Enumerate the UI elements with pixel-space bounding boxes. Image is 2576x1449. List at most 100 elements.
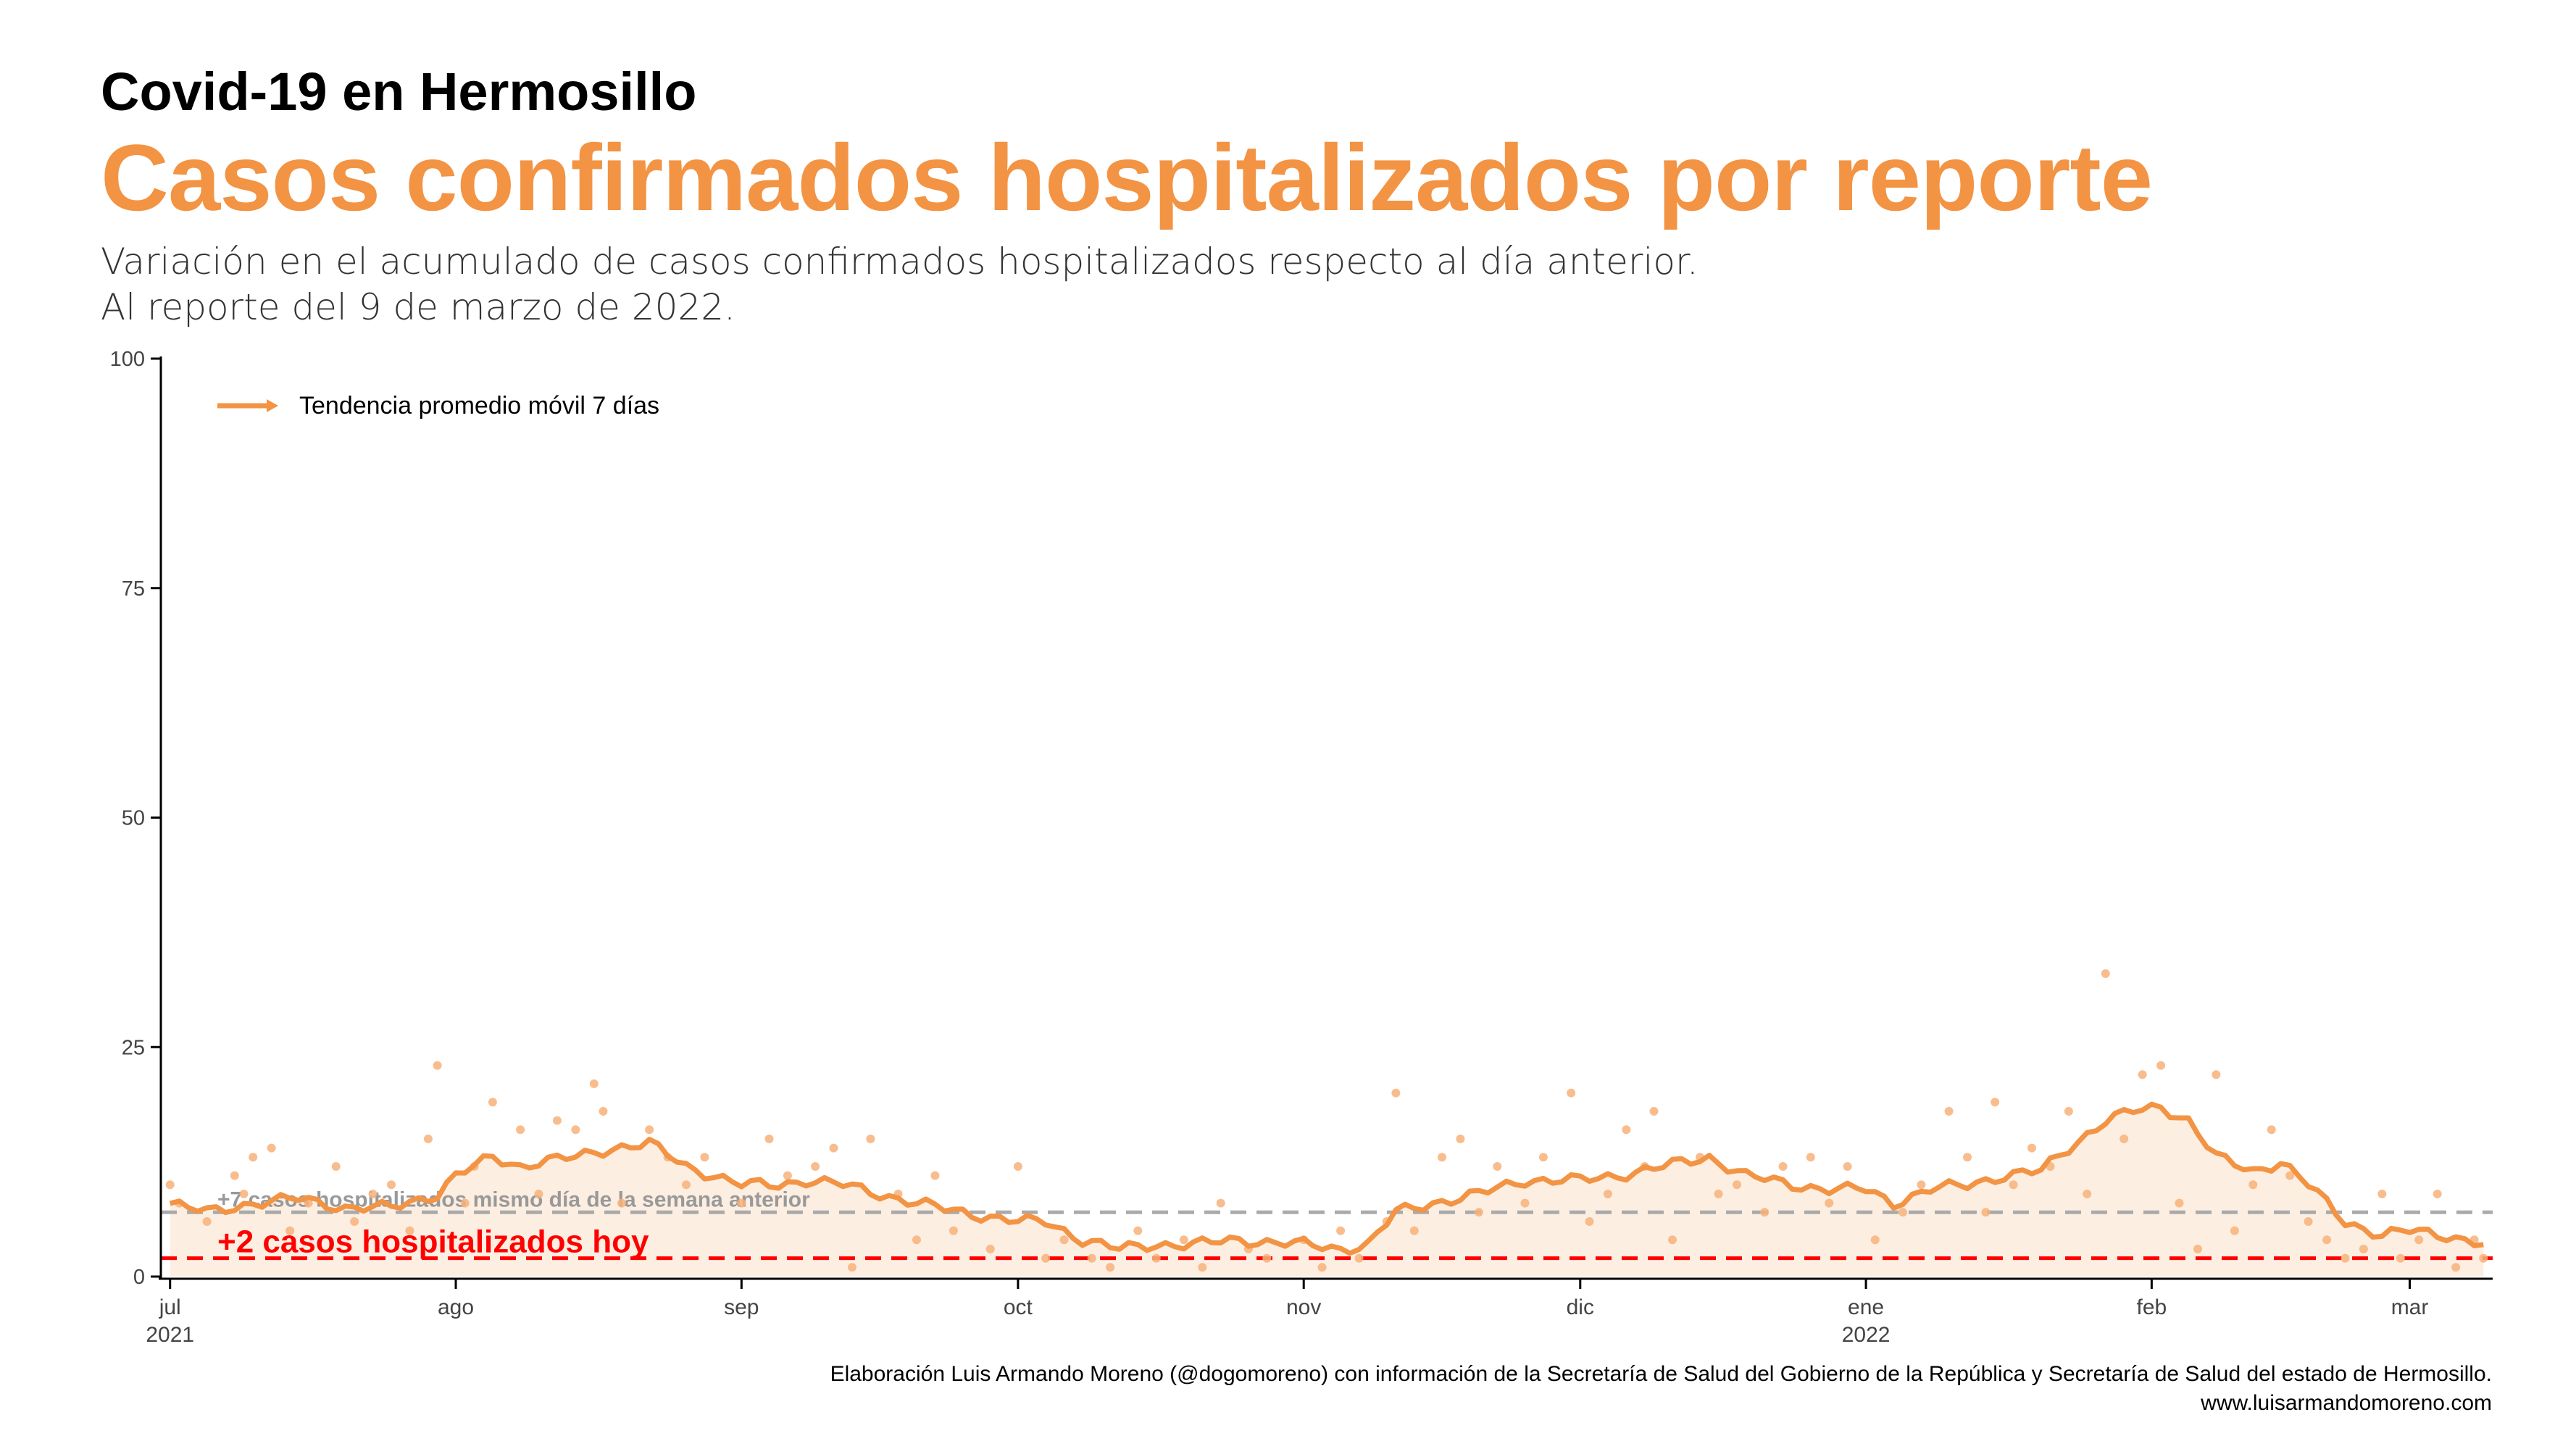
trend-line-group bbox=[169, 1101, 2484, 1256]
x-tick-label: ago bbox=[438, 1295, 474, 1319]
daily-point bbox=[866, 1135, 875, 1143]
x-tick-label: dic bbox=[1567, 1295, 1594, 1319]
trend-area bbox=[170, 1104, 2484, 1277]
daily-point bbox=[2009, 1180, 2018, 1190]
daily-point bbox=[1106, 1263, 1115, 1272]
daily-point bbox=[599, 1106, 608, 1116]
daily-point bbox=[1843, 1162, 1852, 1171]
daily-point bbox=[985, 1245, 995, 1253]
daily-point bbox=[516, 1125, 525, 1135]
daily-point bbox=[1603, 1190, 1612, 1198]
trend-line bbox=[169, 1101, 2484, 1256]
daily-point bbox=[423, 1135, 433, 1143]
daily-point bbox=[488, 1098, 497, 1107]
daily-point bbox=[848, 1263, 856, 1272]
daily-point bbox=[1409, 1226, 1419, 1235]
daily-point bbox=[552, 1116, 562, 1125]
daily-point bbox=[2396, 1253, 2405, 1263]
daily-point bbox=[1898, 1208, 1907, 1217]
daily-point bbox=[682, 1180, 691, 1190]
daily-point bbox=[1059, 1235, 1069, 1245]
daily-point bbox=[387, 1180, 396, 1190]
daily-point bbox=[2285, 1171, 2295, 1180]
daily-point bbox=[2451, 1263, 2461, 1272]
daily-point bbox=[405, 1226, 414, 1235]
chart-title: Casos confirmados hospitalizados por rep… bbox=[101, 125, 2153, 230]
daily-point bbox=[1668, 1235, 1677, 1245]
daily-point bbox=[571, 1125, 580, 1135]
daily-point bbox=[2119, 1135, 2129, 1143]
daily-point bbox=[930, 1171, 940, 1180]
axes-group: 0 25 50 75 100 jul 2021 ago sep oct nov dic ene 2022 f… bbox=[110, 348, 2493, 1347]
daily-point bbox=[460, 1198, 470, 1208]
trend-area-group bbox=[170, 1104, 2484, 1277]
daily-point bbox=[2248, 1180, 2258, 1190]
daily-point bbox=[2479, 1253, 2488, 1263]
daily-point bbox=[2064, 1106, 2073, 1116]
legend: Tendencia promedio móvil 7 días bbox=[217, 392, 659, 419]
daily-point bbox=[285, 1226, 295, 1235]
y-tick-label: 25 bbox=[122, 1036, 145, 1059]
chart-kicker: Covid-19 en Hermosillo bbox=[101, 62, 697, 122]
daily-point bbox=[1585, 1217, 1594, 1226]
y-tick-label: 0 bbox=[133, 1266, 145, 1289]
daily-point bbox=[1944, 1106, 1954, 1116]
daily-point bbox=[2193, 1245, 2202, 1253]
daily-point bbox=[645, 1125, 654, 1135]
daily-point bbox=[2414, 1235, 2424, 1245]
daily-point bbox=[829, 1143, 838, 1153]
daily-point bbox=[1760, 1208, 1770, 1217]
daily-point bbox=[1041, 1253, 1051, 1263]
daily-point bbox=[1474, 1208, 1483, 1217]
daily-point bbox=[1262, 1253, 1272, 1263]
daily-point bbox=[1963, 1153, 1972, 1162]
daily-point bbox=[1438, 1153, 1446, 1162]
daily-point bbox=[589, 1079, 599, 1088]
daily-point bbox=[1806, 1153, 1815, 1162]
y-tick-label: 75 bbox=[122, 577, 145, 601]
daily-point bbox=[1151, 1253, 1161, 1263]
daily-point bbox=[1917, 1180, 1926, 1190]
daily-point bbox=[1622, 1125, 1631, 1135]
daily-point bbox=[1087, 1253, 1096, 1263]
daily-point bbox=[304, 1198, 313, 1208]
daily-point bbox=[2322, 1235, 2332, 1245]
daily-point bbox=[1336, 1226, 1346, 1235]
daily-point bbox=[1567, 1088, 1576, 1098]
daily-point bbox=[2083, 1190, 2092, 1198]
website-caption: www.luisarmandomoreno.com bbox=[2201, 1391, 2492, 1415]
daily-point bbox=[1391, 1088, 1401, 1098]
daily-point bbox=[2304, 1217, 2313, 1226]
daily-point bbox=[1714, 1190, 1723, 1198]
daily-point bbox=[700, 1153, 709, 1162]
daily-point bbox=[433, 1061, 442, 1070]
y-tick-label: 50 bbox=[122, 807, 145, 830]
daily-point bbox=[2341, 1253, 2350, 1263]
daily-point bbox=[2101, 969, 2110, 978]
daily-point bbox=[267, 1143, 276, 1153]
daily-point bbox=[1733, 1180, 1741, 1190]
daily-point bbox=[1133, 1226, 1143, 1235]
daily-point bbox=[1456, 1135, 1465, 1143]
daily-point bbox=[2175, 1198, 2184, 1208]
x-tick-label: oct bbox=[1004, 1295, 1033, 1319]
daily-point bbox=[1981, 1208, 1991, 1217]
x-tick-label: nov bbox=[1286, 1295, 1321, 1319]
daily-point bbox=[331, 1162, 341, 1171]
daily-point bbox=[949, 1226, 958, 1235]
daily-point bbox=[2027, 1143, 2036, 1153]
daily-point bbox=[165, 1180, 175, 1190]
x-tick-label: feb bbox=[2137, 1295, 2167, 1319]
daily-point bbox=[617, 1198, 626, 1208]
daily-point bbox=[783, 1171, 792, 1180]
daily-point bbox=[1198, 1263, 1207, 1272]
legend-label: Tendencia promedio móvil 7 días bbox=[299, 392, 659, 419]
x-tick-year-label: 2022 bbox=[1842, 1323, 1891, 1347]
daily-point bbox=[1013, 1162, 1022, 1171]
daily-point bbox=[811, 1162, 820, 1171]
daily-point bbox=[2267, 1125, 2276, 1135]
x-tick-label: sep bbox=[724, 1295, 759, 1319]
daily-point bbox=[2359, 1245, 2368, 1253]
daily-point bbox=[1649, 1106, 1659, 1116]
